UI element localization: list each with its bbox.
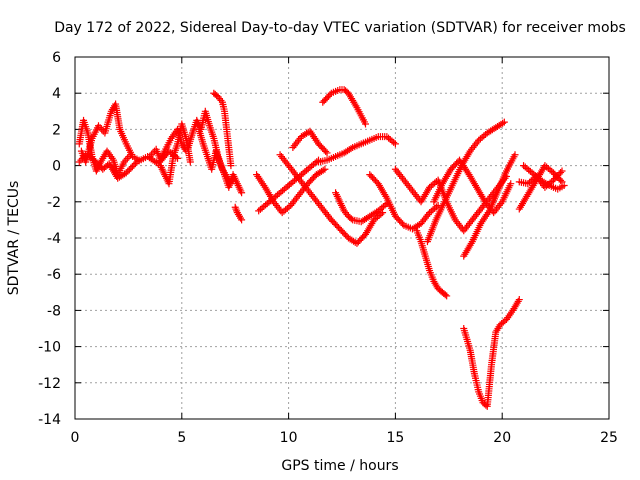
series-arc26 [520, 162, 568, 193]
series-arc14 [319, 86, 369, 128]
data-point [238, 216, 246, 224]
x-tick-label: 20 [493, 430, 511, 446]
data-point [432, 203, 440, 211]
data-point [347, 215, 355, 223]
data-point [443, 292, 451, 300]
x-tick-label: 25 [600, 430, 618, 446]
y-tick-label: -6 [47, 267, 61, 283]
y-tick-label: -4 [47, 231, 61, 247]
series-arc08 [210, 89, 235, 170]
x-tick-label: 5 [177, 430, 186, 446]
data-point [499, 119, 507, 127]
data-point [543, 180, 551, 188]
data-point [560, 182, 568, 190]
y-tick-label: 4 [52, 86, 61, 102]
data-point [321, 165, 329, 173]
y-axis-label: SDTVAR / TECUs [6, 181, 22, 296]
data-point [557, 169, 565, 177]
data-point [127, 164, 135, 172]
data-point [557, 176, 565, 184]
series-arc21 [423, 118, 508, 246]
data-point [128, 163, 136, 171]
data-point [125, 166, 133, 174]
data-point [500, 118, 508, 126]
data-point [507, 180, 515, 188]
data-point [238, 189, 246, 197]
data-point [361, 120, 369, 128]
data-points [75, 86, 568, 410]
data-point [319, 166, 327, 174]
data-point [390, 138, 398, 146]
data-point [511, 151, 519, 159]
data-point [381, 201, 389, 209]
y-tick-label: 0 [52, 159, 61, 175]
data-point [124, 167, 132, 175]
y-tick-label: -10 [38, 340, 61, 356]
x-axis-label: GPS time / hours [281, 458, 398, 474]
series-arc07 [195, 125, 246, 197]
series-arc22 [460, 151, 519, 260]
y-tick-label: -14 [38, 412, 61, 428]
data-point [399, 220, 407, 228]
gridlines [75, 57, 609, 419]
series-arc23 [460, 296, 523, 410]
series-arc16 [332, 189, 391, 226]
y-tick-label: -12 [38, 376, 61, 392]
y-tick-label: -8 [47, 303, 61, 319]
data-point [548, 167, 556, 175]
series-arc19 [413, 227, 451, 300]
data-point [186, 158, 194, 166]
data-point [122, 169, 130, 177]
data-point [558, 167, 566, 175]
data-point [123, 154, 131, 162]
data-point [227, 162, 235, 170]
data-point [326, 91, 334, 99]
x-tick-label: 0 [71, 430, 80, 446]
x-tick-label: 10 [280, 430, 298, 446]
data-point [323, 149, 331, 157]
y-tick-label: 2 [52, 122, 61, 138]
data-point [515, 296, 523, 304]
data-point [322, 147, 330, 155]
x-tick-label: 15 [386, 430, 404, 446]
series-arc17 [366, 171, 442, 233]
series-arc09 [231, 203, 246, 224]
data-point [347, 145, 355, 153]
data-point [285, 203, 293, 211]
data-point [391, 140, 399, 148]
series-arc10 [253, 165, 329, 217]
y-tick-label: -2 [47, 195, 61, 211]
data-point [131, 160, 139, 168]
series-arc03 [75, 147, 182, 182]
chart-title: Day 172 of 2022, Sidereal Day-to-day VTE… [54, 20, 626, 36]
series-arc12 [276, 151, 387, 247]
series-arc13 [289, 127, 331, 157]
y-tick-label: 6 [52, 50, 61, 66]
series-arc15 [315, 133, 399, 166]
data-point [130, 161, 138, 169]
data-point [441, 291, 449, 299]
